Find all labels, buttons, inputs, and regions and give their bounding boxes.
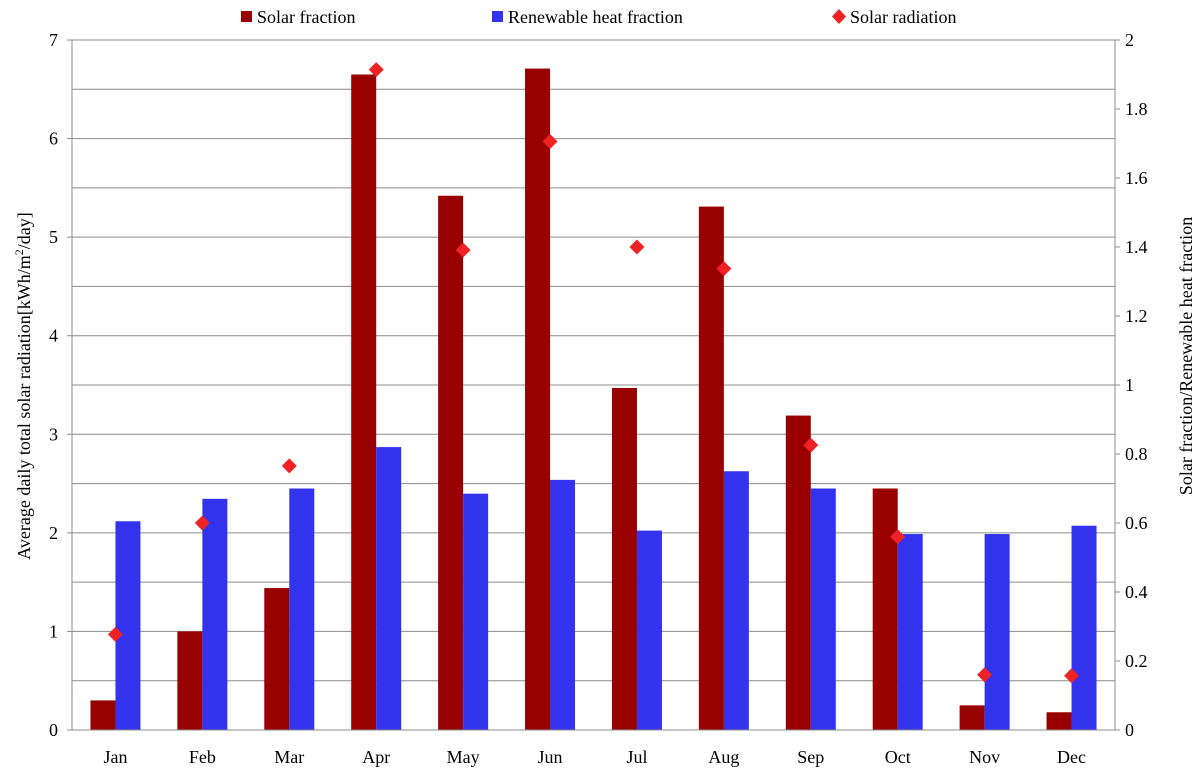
right-tick-label: 1.6: [1125, 168, 1148, 188]
x-tick-label: Jun: [538, 747, 563, 767]
legend: Solar fraction Renewable heat fraction S…: [241, 7, 956, 27]
marker-solar-radiation-apr: [368, 62, 384, 78]
x-tick-label: Mar: [274, 747, 304, 767]
x-tick-labels: Jan Feb Mar Apr May Jun Jul Aug Sep Oct Nov Dec: [103, 747, 1086, 767]
marker-solar-radiation-dec: [1064, 668, 1080, 684]
legend-label-solar-fraction: Solar fraction: [257, 7, 355, 27]
x-tick-label: Apr: [362, 747, 390, 767]
right-tick-label: 0.6: [1125, 513, 1148, 533]
right-tick-label: 1.2: [1125, 306, 1148, 326]
bar-renewable-heat-fraction-may: [463, 493, 489, 730]
legend-marker-solar-radiation: [832, 9, 846, 24]
marker-solar-radiation-feb: [194, 515, 210, 531]
left-tick-label: 6: [49, 129, 58, 149]
marker-solar-radiation-nov: [977, 667, 993, 683]
left-tick-label: 2: [49, 523, 58, 543]
bar-solar-fraction-aug: [698, 206, 724, 731]
bar-solar-fraction-jul: [611, 387, 637, 730]
legend-swatch-renewable-heat-fraction: [492, 11, 503, 22]
bars: [90, 68, 1097, 731]
marker-solar-radiation-aug: [716, 261, 732, 277]
x-tick-label: Oct: [885, 747, 911, 767]
legend-swatch-solar-fraction: [241, 11, 252, 22]
marker-solar-radiation-jul: [629, 239, 645, 255]
bar-solar-fraction-oct: [872, 488, 898, 730]
bar-solar-fraction-jan: [90, 700, 116, 730]
bar-renewable-heat-fraction-sep: [810, 488, 836, 730]
bar-solar-fraction-mar: [264, 588, 290, 730]
bar-renewable-heat-fraction-mar: [289, 488, 315, 730]
radiation-markers: [107, 62, 1080, 684]
bar-renewable-heat-fraction-jan: [115, 521, 141, 730]
right-tick-label: 0.2: [1125, 651, 1148, 671]
right-tick-label: 1: [1125, 375, 1134, 395]
bar-solar-fraction-nov: [959, 705, 985, 730]
marker-solar-radiation-sep: [803, 437, 819, 453]
gridlines: [72, 39, 1115, 682]
legend-label-solar-radiation: Solar radiation: [850, 7, 956, 27]
bar-solar-fraction-apr: [351, 74, 377, 730]
bar-renewable-heat-fraction-nov: [984, 534, 1010, 730]
bar-renewable-heat-fraction-feb: [202, 498, 228, 730]
left-tick-label: 7: [49, 30, 58, 50]
left-tick-label: 1: [49, 621, 58, 641]
bar-renewable-heat-fraction-jul: [636, 530, 662, 730]
right-tick-label: 1.4: [1125, 237, 1148, 257]
legend-label-renewable-heat-fraction: Renewable heat fraction: [508, 7, 683, 27]
x-tick-label: Jan: [103, 747, 127, 767]
x-tick-label: May: [447, 747, 480, 767]
left-tick-labels: 0 1 2 3 4 5 6 7: [49, 30, 72, 740]
x-tick-label: Sep: [797, 747, 824, 767]
marker-solar-radiation-may: [455, 242, 471, 258]
left-tick-label: 0: [49, 720, 58, 740]
right-tick-label: 1.8: [1125, 99, 1148, 119]
bar-renewable-heat-fraction-jun: [550, 479, 576, 730]
bar-solar-fraction-dec: [1046, 712, 1072, 730]
x-tick-label: Feb: [189, 747, 216, 767]
bar-solar-fraction-sep: [785, 415, 811, 730]
right-tick-label: 0.4: [1125, 582, 1148, 602]
x-tick-label: Dec: [1057, 747, 1086, 767]
right-tick-label: 0: [1125, 720, 1134, 740]
right-tick-label: 2: [1125, 30, 1134, 50]
x-tick-label: Nov: [969, 747, 1000, 767]
bar-solar-fraction-feb: [177, 631, 203, 730]
marker-solar-radiation-mar: [281, 458, 297, 474]
right-tick-labels: 0 0.2 0.4 0.6 0.8 1 1.2 1.4 1.6 1.8 2: [1115, 30, 1148, 740]
marker-solar-radiation-oct: [890, 529, 906, 545]
x-tick-label: Jul: [626, 747, 647, 767]
left-axis-title: Average daily total solar radiation[kWh/…: [12, 212, 34, 560]
bar-solar-fraction-may: [438, 195, 464, 730]
bar-renewable-heat-fraction-oct: [897, 534, 923, 730]
left-tick-label: 5: [49, 227, 58, 247]
bar-renewable-heat-fraction-apr: [376, 447, 402, 730]
x-tick-label: Aug: [708, 747, 739, 767]
bar-renewable-heat-fraction-dec: [1071, 525, 1097, 730]
right-tick-label: 0.8: [1125, 444, 1148, 464]
bar-renewable-heat-fraction-aug: [723, 471, 749, 730]
bar-solar-fraction-jun: [525, 68, 551, 731]
marker-solar-radiation-jan: [107, 626, 123, 642]
left-tick-label: 4: [49, 326, 58, 346]
left-tick-label: 3: [49, 424, 58, 444]
right-axis-title: Solar fraction/Renewable heat fraction: [1176, 217, 1196, 495]
marker-solar-radiation-jun: [542, 134, 558, 150]
